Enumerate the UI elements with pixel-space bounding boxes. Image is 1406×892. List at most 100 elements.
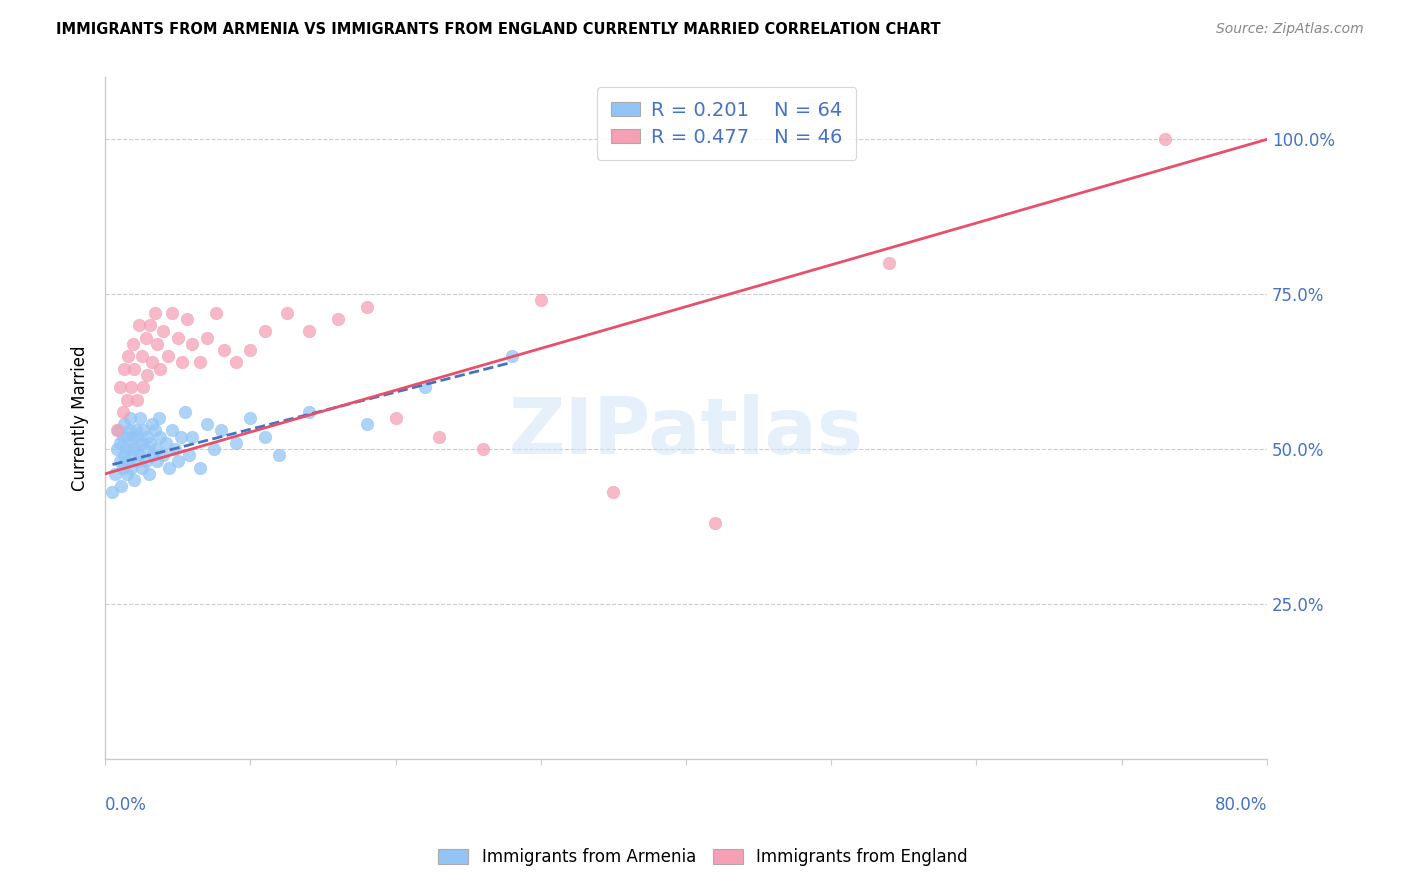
Point bbox=[143, 424, 166, 438]
Point bbox=[132, 380, 155, 394]
Point bbox=[135, 330, 157, 344]
Point bbox=[135, 454, 157, 468]
Point bbox=[181, 430, 204, 444]
Point bbox=[152, 448, 174, 462]
Text: 0.0%: 0.0% bbox=[105, 797, 148, 814]
Point bbox=[101, 485, 124, 500]
Point bbox=[195, 417, 218, 432]
Point bbox=[276, 306, 298, 320]
Point bbox=[269, 448, 291, 462]
Point bbox=[112, 361, 135, 376]
Point bbox=[136, 368, 159, 382]
Point bbox=[176, 312, 198, 326]
Point bbox=[111, 430, 134, 444]
Point bbox=[530, 293, 553, 308]
Point bbox=[108, 380, 131, 394]
Point bbox=[128, 448, 150, 462]
Point bbox=[148, 411, 170, 425]
Point bbox=[138, 467, 160, 481]
Point bbox=[132, 424, 155, 438]
Point bbox=[149, 361, 172, 376]
Point bbox=[115, 467, 138, 481]
Point bbox=[172, 355, 194, 369]
Point bbox=[225, 355, 247, 369]
Point bbox=[146, 336, 169, 351]
Legend: Immigrants from Armenia, Immigrants from England: Immigrants from Armenia, Immigrants from… bbox=[432, 842, 974, 873]
Point bbox=[413, 380, 436, 394]
Point bbox=[149, 430, 172, 444]
Point bbox=[115, 430, 138, 444]
Point bbox=[145, 442, 167, 456]
Point bbox=[1154, 132, 1177, 146]
Y-axis label: Currently Married: Currently Married bbox=[72, 345, 89, 491]
Point bbox=[139, 436, 162, 450]
Point bbox=[112, 417, 135, 432]
Point bbox=[121, 430, 143, 444]
Point bbox=[879, 256, 901, 270]
Point bbox=[501, 349, 523, 363]
Point bbox=[239, 343, 262, 357]
Point bbox=[105, 424, 128, 438]
Point bbox=[110, 479, 132, 493]
Point bbox=[120, 460, 142, 475]
Point bbox=[174, 405, 197, 419]
Point bbox=[129, 411, 152, 425]
Legend: R = 0.201    N = 64, R = 0.477    N = 46: R = 0.201 N = 64, R = 0.477 N = 46 bbox=[598, 87, 856, 161]
Point bbox=[202, 442, 225, 456]
Point bbox=[156, 349, 179, 363]
Point bbox=[166, 330, 188, 344]
Point bbox=[127, 454, 149, 468]
Point bbox=[160, 424, 183, 438]
Point bbox=[471, 442, 494, 456]
Point bbox=[704, 516, 727, 531]
Point bbox=[114, 442, 136, 456]
Point bbox=[427, 430, 450, 444]
Text: Source: ZipAtlas.com: Source: ZipAtlas.com bbox=[1216, 22, 1364, 37]
Point bbox=[105, 442, 128, 456]
Point bbox=[157, 460, 180, 475]
Point bbox=[209, 424, 232, 438]
Point bbox=[139, 318, 162, 333]
Point bbox=[115, 392, 138, 407]
Point bbox=[188, 355, 211, 369]
Point bbox=[326, 312, 349, 326]
Point bbox=[141, 355, 163, 369]
Point bbox=[131, 349, 153, 363]
Point bbox=[297, 405, 319, 419]
Point bbox=[118, 411, 141, 425]
Point bbox=[104, 467, 127, 481]
Point bbox=[127, 392, 149, 407]
Point bbox=[143, 306, 166, 320]
Point bbox=[125, 424, 148, 438]
Point bbox=[107, 424, 129, 438]
Point bbox=[602, 485, 624, 500]
Point bbox=[136, 430, 159, 444]
Point bbox=[121, 336, 143, 351]
Point bbox=[122, 442, 145, 456]
Point bbox=[134, 442, 156, 456]
Point bbox=[117, 349, 139, 363]
Point bbox=[122, 473, 145, 487]
Point bbox=[253, 430, 276, 444]
Point bbox=[117, 454, 139, 468]
Point bbox=[108, 454, 131, 468]
Point bbox=[179, 448, 201, 462]
Point bbox=[356, 417, 378, 432]
Point bbox=[120, 442, 142, 456]
Point bbox=[152, 325, 174, 339]
Point bbox=[111, 460, 134, 475]
Point bbox=[155, 436, 177, 450]
Point bbox=[118, 424, 141, 438]
Point bbox=[142, 448, 165, 462]
Point bbox=[127, 430, 149, 444]
Point bbox=[128, 318, 150, 333]
Text: ZIPatlas: ZIPatlas bbox=[509, 393, 863, 470]
Point bbox=[146, 454, 169, 468]
Point bbox=[166, 454, 188, 468]
Point bbox=[170, 430, 193, 444]
Point bbox=[112, 448, 135, 462]
Point bbox=[111, 405, 134, 419]
Point bbox=[356, 300, 378, 314]
Point bbox=[384, 411, 406, 425]
Point bbox=[214, 343, 236, 357]
